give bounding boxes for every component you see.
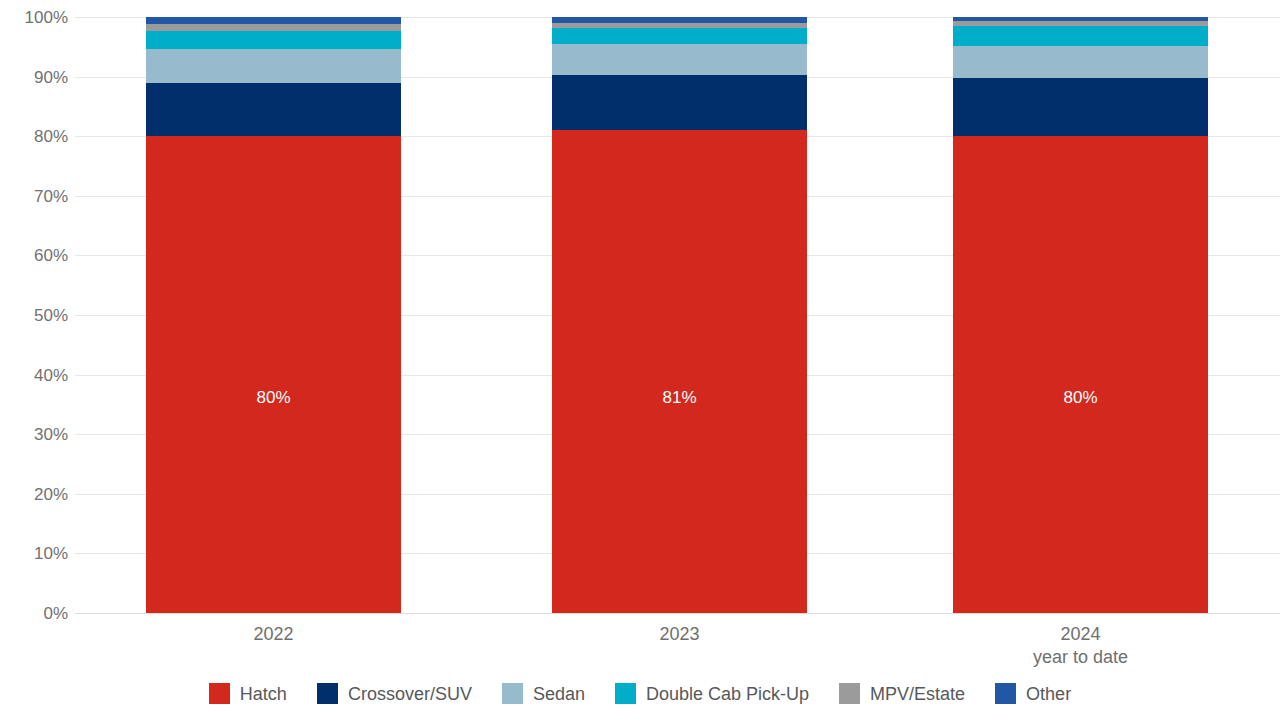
y-tick-label: 80% xyxy=(0,128,68,145)
bar-value-label: 80% xyxy=(146,389,401,406)
bar-segment-sedan xyxy=(552,44,807,75)
bar-segment-hatch xyxy=(146,136,401,613)
y-tick-label: 0% xyxy=(0,605,68,622)
y-tick-label: 30% xyxy=(0,426,68,443)
legend-item-mpv-estate: MPV/Estate xyxy=(839,683,965,704)
legend-item-sedan: Sedan xyxy=(502,683,585,704)
x-axis-sublabel: year to date xyxy=(953,646,1208,669)
legend-label: Double Cab Pick-Up xyxy=(646,685,809,703)
plot-area: 0% 10% 20% 30% 40% 50% 60% 70% 80% 90% 100% 80% 2022… xyxy=(0,0,1280,720)
x-axis-label-2024: 2024year to date xyxy=(953,623,1208,668)
y-tick-label: 90% xyxy=(0,69,68,86)
bar-value-label: 80% xyxy=(953,389,1208,406)
bar-value-label: 81% xyxy=(552,389,807,406)
y-tick-label: 10% xyxy=(0,545,68,562)
legend-swatch-icon xyxy=(615,683,636,704)
legend-item-double-cab-pick-up: Double Cab Pick-Up xyxy=(615,683,809,704)
bar-segment-mpv-estate xyxy=(146,24,401,31)
bar-2024: 80% xyxy=(953,17,1208,613)
bar-segment-crossover-suv xyxy=(552,75,807,130)
legend-label: Other xyxy=(1026,685,1071,703)
bar-segment-double-cab-pick-up xyxy=(953,26,1208,46)
y-tick-label: 100% xyxy=(0,9,68,26)
bar-segment-hatch xyxy=(552,130,807,613)
legend-swatch-icon xyxy=(995,683,1016,704)
legend-label: Crossover/SUV xyxy=(348,685,472,703)
bar-segment-double-cab-pick-up xyxy=(552,28,807,43)
legend-swatch-icon xyxy=(209,683,230,704)
bar-2022: 80% xyxy=(146,17,401,613)
legend-swatch-icon xyxy=(839,683,860,704)
x-axis-label-2023: 2023 xyxy=(552,623,807,646)
legend-label: MPV/Estate xyxy=(870,685,965,703)
legend-item-other: Other xyxy=(995,683,1071,704)
bar-segment-sedan xyxy=(146,49,401,84)
legend-item-hatch: Hatch xyxy=(209,683,287,704)
legend-item-crossover-suv: Crossover/SUV xyxy=(317,683,472,704)
bar-segment-crossover-suv xyxy=(953,78,1208,136)
x-axis-label-text: 2022 xyxy=(146,623,401,646)
gridline xyxy=(75,613,1280,614)
bar-segment-hatch xyxy=(953,136,1208,613)
y-tick-label: 50% xyxy=(0,307,68,324)
legend-swatch-icon xyxy=(317,683,338,704)
legend-label: Hatch xyxy=(240,685,287,703)
legend: Hatch Crossover/SUV Sedan Double Cab Pick-U… xyxy=(0,683,1280,704)
legend-label: Sedan xyxy=(533,685,585,703)
x-axis-label-text: 2024 xyxy=(953,623,1208,646)
y-tick-label: 40% xyxy=(0,367,68,384)
bar-segment-sedan xyxy=(953,46,1208,78)
stacked-bar-chart: 0% 10% 20% 30% 40% 50% 60% 70% 80% 90% 100% 80% 2022… xyxy=(0,0,1280,720)
bar-2023: 81% xyxy=(552,17,807,613)
x-axis-label-text: 2023 xyxy=(552,623,807,646)
x-axis-label-2022: 2022 xyxy=(146,623,401,646)
bar-segment-double-cab-pick-up xyxy=(146,31,401,49)
y-tick-label: 60% xyxy=(0,247,68,264)
y-tick-label: 20% xyxy=(0,486,68,503)
legend-swatch-icon xyxy=(502,683,523,704)
y-tick-label: 70% xyxy=(0,188,68,205)
bar-segment-crossover-suv xyxy=(146,83,401,136)
